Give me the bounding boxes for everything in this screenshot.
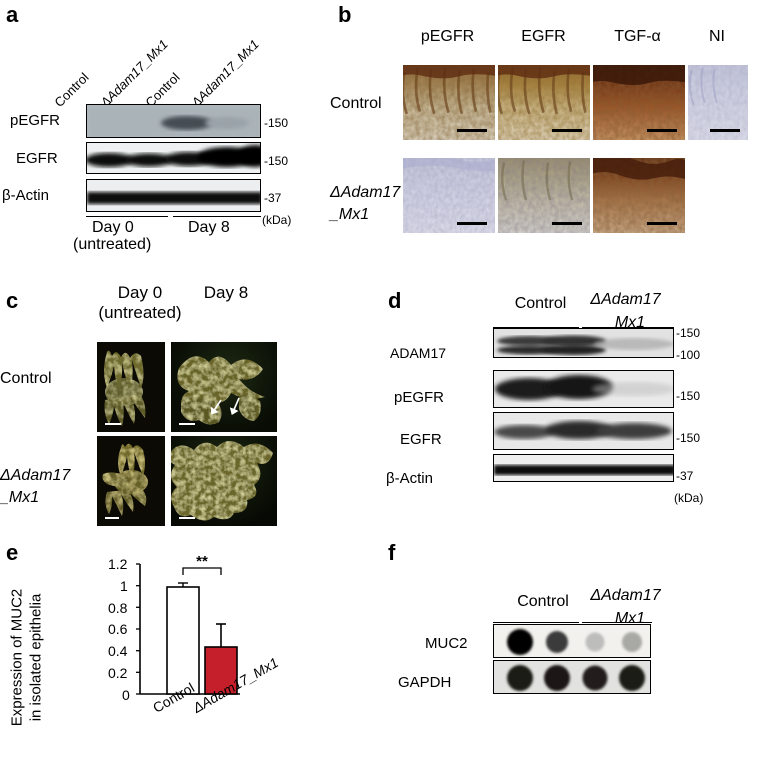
svg-text:**: ** bbox=[196, 553, 208, 570]
